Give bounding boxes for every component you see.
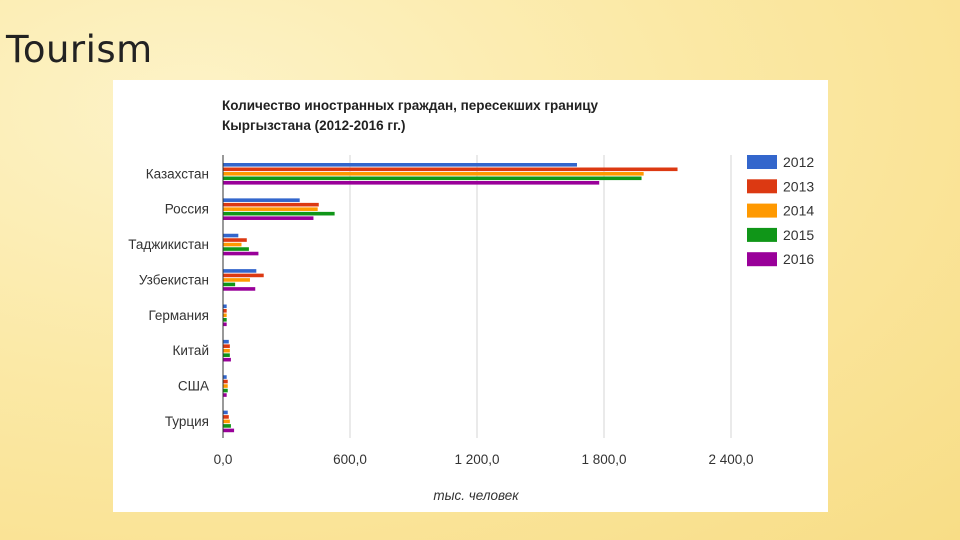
bar xyxy=(223,282,236,287)
category-label: Казахстан xyxy=(146,166,209,181)
bar xyxy=(223,348,230,353)
category-label: Германия xyxy=(148,308,209,323)
x-tick-label: 600,0 xyxy=(333,452,367,467)
bar xyxy=(223,313,227,318)
legend-label: 2013 xyxy=(783,178,814,194)
bar xyxy=(223,375,227,379)
chart-title-line: Кыргызстана (2012-2016 гг.) xyxy=(222,118,406,133)
bar xyxy=(223,415,229,419)
legend-swatch xyxy=(747,252,777,267)
category-label: США xyxy=(178,379,209,394)
bar xyxy=(223,172,644,176)
bar xyxy=(223,251,259,256)
bar xyxy=(223,344,230,348)
bar xyxy=(223,198,300,202)
bar xyxy=(223,357,231,362)
bar xyxy=(223,304,227,309)
bar xyxy=(223,428,235,433)
bar xyxy=(223,419,230,424)
x-tick-label: 1 200,0 xyxy=(454,452,499,467)
bar xyxy=(223,211,335,216)
bar xyxy=(223,410,228,415)
legend-label: 2016 xyxy=(783,251,814,267)
x-tick-label: 0,0 xyxy=(214,452,233,467)
bar xyxy=(223,247,249,251)
slide-title: Tourism xyxy=(6,28,153,71)
bar xyxy=(223,207,318,211)
bar xyxy=(223,181,600,185)
bar xyxy=(223,176,642,181)
bar xyxy=(223,393,227,397)
category-label: Таджикистан xyxy=(128,237,209,252)
bar xyxy=(223,388,228,393)
bar xyxy=(223,353,230,357)
legend-swatch xyxy=(747,155,777,169)
bar xyxy=(223,273,264,278)
legend-swatch xyxy=(747,203,777,218)
bar xyxy=(223,163,577,167)
bar xyxy=(223,318,227,322)
bar xyxy=(223,202,319,207)
bar xyxy=(223,216,314,220)
category-label: Узбекистан xyxy=(139,272,209,287)
chart-title-line: Количество иностранных граждан, пересекш… xyxy=(222,98,599,113)
bar-chart: Количество иностранных граждан, пересекш… xyxy=(128,98,814,503)
bar xyxy=(223,287,256,291)
x-tick-label: 2 400,0 xyxy=(708,452,753,467)
bar xyxy=(223,424,231,428)
bar xyxy=(223,379,228,384)
legend-swatch xyxy=(747,179,777,194)
legend-label: 2012 xyxy=(783,154,814,170)
bar xyxy=(223,322,227,327)
category-label: Турция xyxy=(165,414,209,429)
bar xyxy=(223,384,228,388)
legend-label: 2015 xyxy=(783,227,814,243)
bar xyxy=(223,309,227,313)
x-tick-label: 1 800,0 xyxy=(581,452,626,467)
category-label: Китай xyxy=(173,343,210,358)
bar xyxy=(223,339,229,344)
bar xyxy=(223,238,247,242)
bar xyxy=(223,233,239,238)
bar xyxy=(223,278,250,282)
category-label: Россия xyxy=(165,202,209,217)
chart-panel: Количество иностранных граждан, пересекш… xyxy=(113,80,828,512)
x-axis-label: тыс. человек xyxy=(433,488,519,503)
bar xyxy=(223,167,678,172)
legend-label: 2014 xyxy=(783,203,814,219)
legend-swatch xyxy=(747,227,777,242)
bar xyxy=(223,269,257,273)
bar xyxy=(223,242,242,247)
